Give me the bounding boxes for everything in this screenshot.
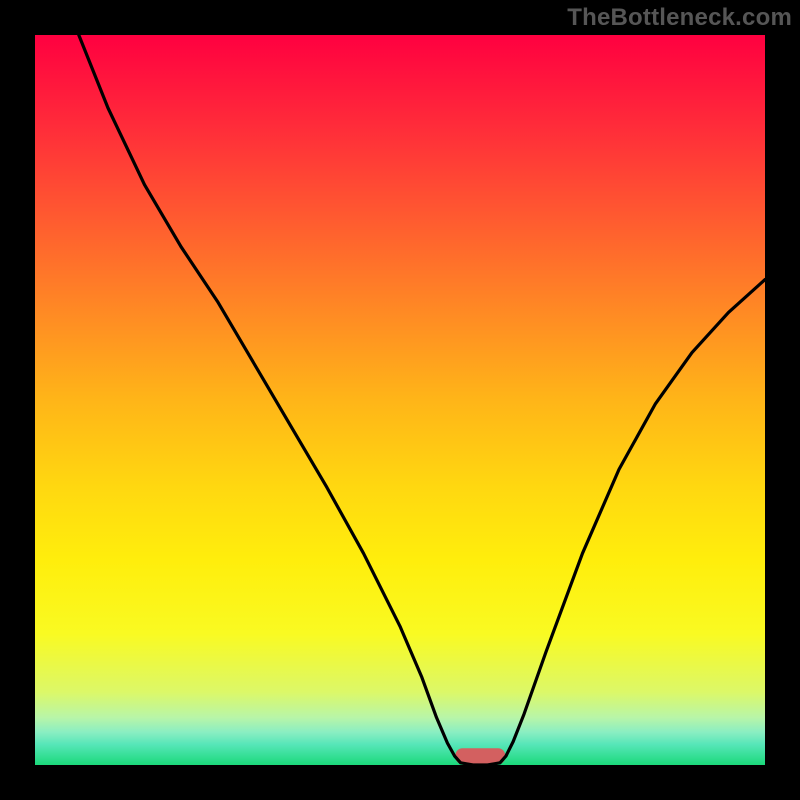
branding-text: TheBottleneck.com <box>567 4 792 32</box>
chart-plot-area <box>35 35 765 765</box>
chart-svg <box>35 35 765 765</box>
chart-background <box>35 35 765 765</box>
chart-container: TheBottleneck.com <box>0 0 800 800</box>
